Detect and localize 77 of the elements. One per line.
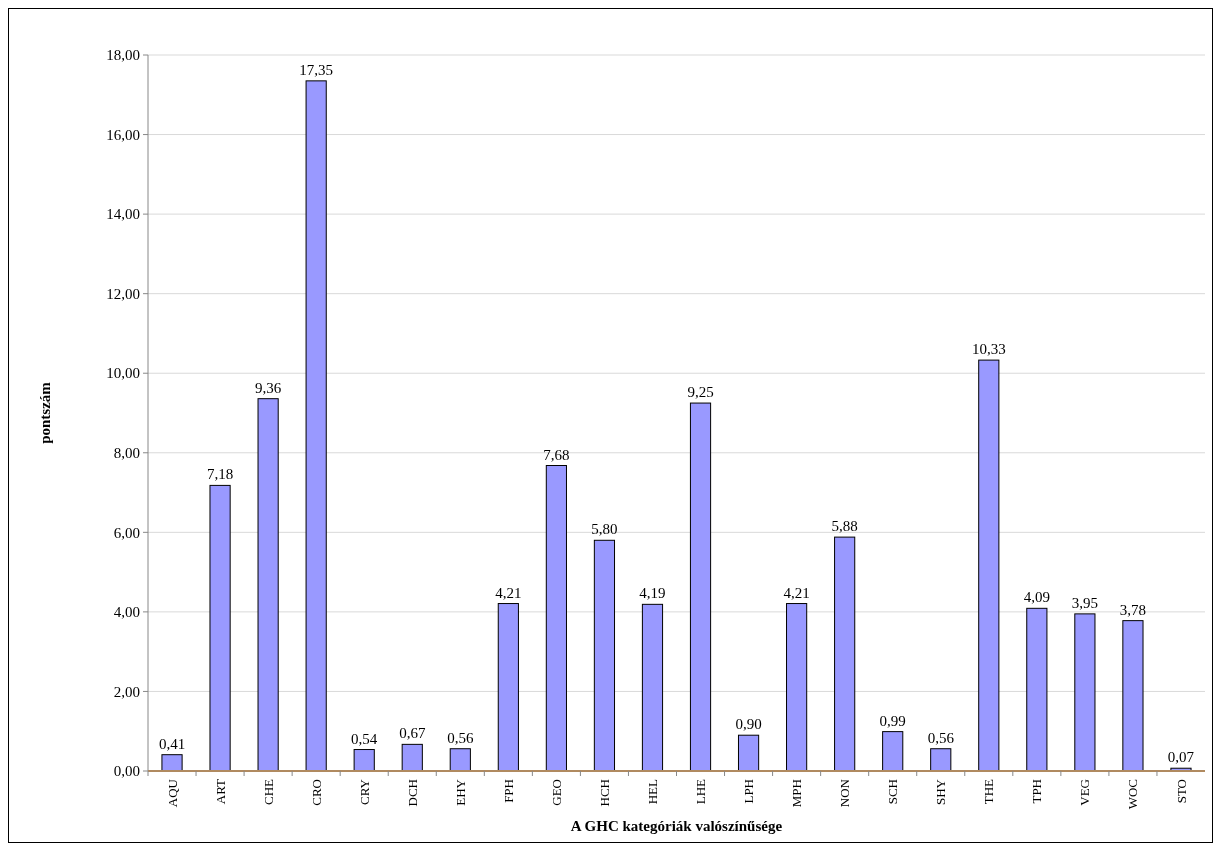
x-axis-title: A GHC kategóriák valószínűsége <box>570 818 783 834</box>
x-tick-label: DCH <box>404 779 420 807</box>
x-tick-label: LHE <box>693 778 709 805</box>
data-label: 0,41 <box>158 735 186 752</box>
x-tick-label: LPH <box>741 779 757 804</box>
x-tick-label: THE <box>981 778 997 805</box>
data-label: 3,95 <box>1071 594 1099 611</box>
y-tick-label: 8,00 <box>113 445 140 462</box>
x-tick-label: STO <box>1173 779 1189 804</box>
data-label: 0,54 <box>351 730 378 747</box>
bar <box>1026 607 1048 772</box>
x-tick-label: MPH <box>789 779 805 808</box>
bar <box>930 748 952 772</box>
y-tick-label: 16,00 <box>106 126 140 143</box>
data-label: 5,80 <box>591 521 618 538</box>
data-label: 5,88 <box>831 518 858 535</box>
x-tick-label: SHY <box>933 778 949 806</box>
x-tick-label: VEG <box>1077 779 1093 806</box>
y-axis-title: pontszám <box>37 381 53 444</box>
x-tick-label: CRY <box>356 778 372 806</box>
bar <box>834 536 856 772</box>
bar <box>1074 613 1096 772</box>
data-label: 0,07 <box>1167 749 1195 766</box>
data-label: 4,19 <box>639 585 666 602</box>
bar <box>641 603 664 772</box>
bar <box>689 402 712 772</box>
x-tick-label: EHY <box>452 778 468 806</box>
data-label: 0,99 <box>879 712 906 729</box>
data-label: 3,78 <box>1119 601 1147 618</box>
bar <box>545 465 567 772</box>
data-label: 0,56 <box>927 729 955 746</box>
x-tick-label: FPH <box>500 779 516 803</box>
x-tick-label: AQU <box>164 778 180 808</box>
x-tick-label: GEO <box>548 779 564 806</box>
bar <box>978 359 1000 772</box>
bar <box>401 743 423 772</box>
y-tick-label: 18,00 <box>106 47 140 64</box>
data-label: 0,90 <box>735 716 762 733</box>
x-tick-label: CHE <box>260 778 276 805</box>
data-label: 4,09 <box>1023 589 1050 606</box>
bar <box>1122 620 1144 772</box>
data-label: 17,35 <box>299 61 334 78</box>
bar <box>737 734 760 772</box>
bar <box>786 603 808 772</box>
data-label: 0,67 <box>399 725 426 742</box>
bar <box>209 484 231 772</box>
bar <box>257 398 279 772</box>
bar <box>593 539 616 772</box>
x-tick-label: WOC <box>1125 779 1141 810</box>
bar <box>353 749 375 772</box>
data-label: 10,33 <box>971 341 1006 358</box>
bar <box>161 754 183 772</box>
data-label: 9,25 <box>687 384 714 401</box>
y-tick-label: 2,00 <box>113 683 140 700</box>
data-label: 4,21 <box>783 584 810 601</box>
y-tick-label: 0,00 <box>113 763 140 780</box>
x-tick-label: ART <box>212 778 228 805</box>
bar <box>497 603 519 772</box>
data-label: 7,18 <box>206 466 234 483</box>
x-tick-label: NON <box>837 778 853 808</box>
y-tick-label: 14,00 <box>106 206 140 223</box>
data-label: 4,21 <box>495 584 522 601</box>
data-label: 9,36 <box>254 379 282 396</box>
y-tick-label: 12,00 <box>106 285 140 302</box>
bar <box>305 80 327 772</box>
bar <box>449 748 471 772</box>
x-tick-label: SCH <box>885 779 901 805</box>
x-tick-label: HEL <box>645 778 661 805</box>
y-tick-label: 10,00 <box>106 365 140 382</box>
y-tick-label: 6,00 <box>113 524 140 541</box>
x-tick-label: TPH <box>1029 779 1045 804</box>
bar <box>882 731 904 772</box>
x-tick-label: CRO <box>308 779 324 806</box>
data-label: 7,68 <box>543 446 570 463</box>
data-label: 0,56 <box>447 729 474 746</box>
x-tick-label: HCH <box>596 779 612 807</box>
y-tick-label: 4,00 <box>113 604 140 621</box>
